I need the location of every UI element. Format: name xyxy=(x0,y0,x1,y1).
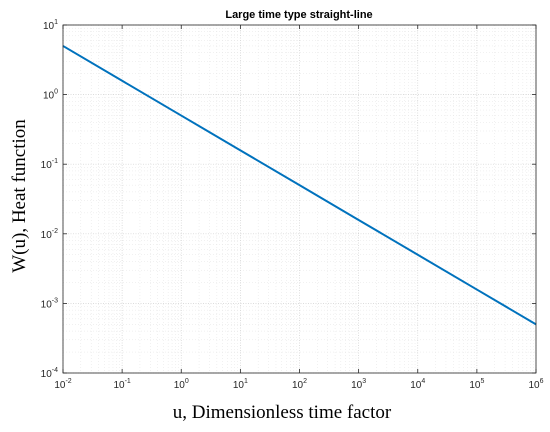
chart-title: Large time type straight-line xyxy=(225,9,372,21)
y-tick-label: 10-2 xyxy=(41,228,58,241)
series-line xyxy=(62,45,537,326)
series-layer xyxy=(62,45,537,326)
x-tick-label: 103 xyxy=(351,378,366,391)
y-tick-label: 10-3 xyxy=(41,297,58,310)
x-axis-label: u, Dimensionless time factor xyxy=(173,402,392,423)
y-tick-label: 10-4 xyxy=(41,367,58,380)
x-tick-label: 100 xyxy=(174,378,189,391)
x-tick-label: 105 xyxy=(469,378,484,391)
y-tick-label: 101 xyxy=(43,19,58,32)
y-axis-ticks: 101 100 10-1 10-2 10-3 10-4 xyxy=(41,19,536,380)
y-tick-label: 10-1 xyxy=(41,158,58,171)
x-tick-label: 10-1 xyxy=(113,378,130,391)
y-axis-label: W(u), Heat function xyxy=(9,119,30,273)
x-tick-label: 106 xyxy=(528,378,543,391)
y-tick-label: 100 xyxy=(43,89,58,102)
x-tick-label: 102 xyxy=(292,378,307,391)
x-axis-ticks: 10-2 10-1 100 101 102 103 104 105 106 xyxy=(54,25,544,391)
x-tick-label: 104 xyxy=(410,378,425,391)
x-tick-label: 10-2 xyxy=(54,378,71,391)
grid xyxy=(62,24,537,374)
x-tick-label: 101 xyxy=(233,378,248,391)
